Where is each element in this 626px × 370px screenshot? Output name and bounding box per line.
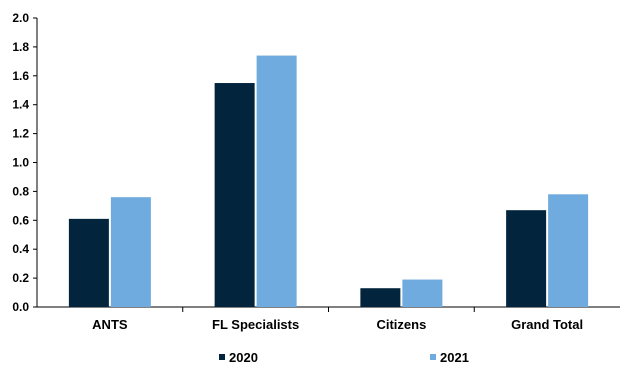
bar-2020 [506, 210, 547, 307]
x-tick-label: Citizens [376, 317, 426, 332]
bar-2021 [110, 197, 151, 307]
bar-2021 [256, 55, 297, 307]
legend-swatch-2021 [430, 354, 436, 360]
y-tick-label: 0.6 [12, 213, 29, 227]
y-tick-label: 1.4 [12, 98, 29, 112]
legend-swatch-2020 [219, 354, 225, 360]
y-tick-label: 0.8 [12, 184, 29, 198]
y-axis: 0.0 0.2 0.4 0.6 0.8 1.0 1.2 1.4 1.6 1.8 2.0 [12, 11, 38, 314]
x-tick-label: Grand Total [511, 317, 583, 332]
y-tick-label: 0.0 [12, 300, 29, 314]
y-tick-label: 1.2 [12, 127, 29, 141]
y-tick-label: 0.2 [12, 271, 29, 285]
bar-2020 [214, 83, 255, 308]
bar-2020 [360, 288, 401, 307]
y-tick-label: 1.8 [12, 40, 29, 54]
bar-2020 [68, 218, 109, 307]
x-axis: ANTS FL Specialists Citizens Grand Total [37, 306, 620, 332]
bars [68, 55, 589, 308]
y-tick-label: 1.6 [12, 69, 29, 83]
x-tick-label: FL Specialists [212, 317, 299, 332]
y-tick-label: 1.0 [12, 156, 29, 170]
y-tick-label: 0.4 [12, 242, 29, 256]
legend-label-2021: 2021 [440, 350, 469, 365]
y-tick-label: 2.0 [12, 11, 29, 25]
legend: 2020 2021 [219, 350, 469, 365]
bar-2021 [548, 194, 589, 307]
x-tick-label: ANTS [92, 317, 128, 332]
legend-label-2020: 2020 [229, 350, 258, 365]
bar-2021 [402, 279, 443, 307]
